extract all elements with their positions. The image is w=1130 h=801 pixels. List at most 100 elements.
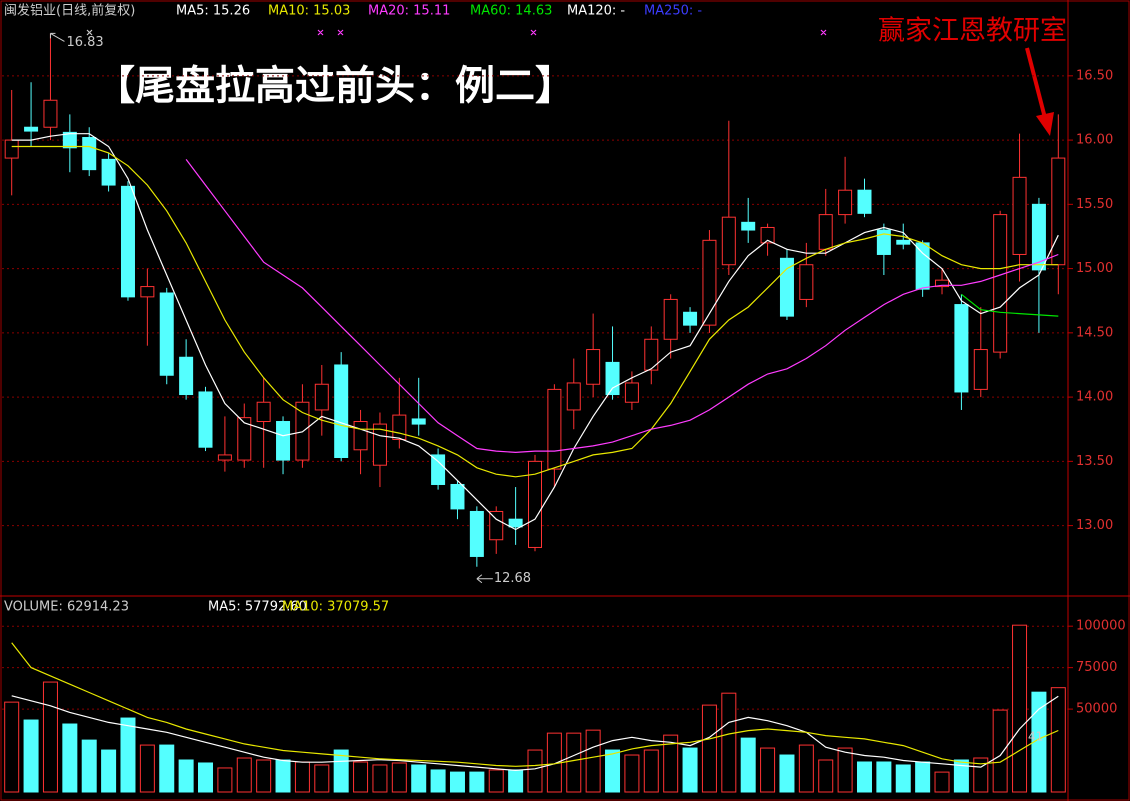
y-tick-label: 15.00: [1076, 261, 1113, 276]
volume-bar: [508, 769, 524, 793]
marker-label: 41: [1028, 730, 1043, 744]
volume-bar: [198, 762, 214, 793]
candle-body: [935, 279, 950, 288]
volume-bar: [740, 737, 756, 793]
volume-bar: [23, 719, 39, 793]
candle-body: [973, 349, 988, 390]
candle-body: [489, 510, 504, 541]
ma-line: [11, 133, 1059, 531]
ma-line: [961, 293, 1059, 317]
candle-body: [779, 257, 794, 317]
volume-bar: [62, 723, 78, 793]
candle-body: [741, 221, 756, 231]
volume-bar: [915, 761, 931, 793]
watermark: 赢家江恩教研室: [878, 16, 1067, 47]
y-tick-label: 13.00: [1076, 518, 1113, 533]
candle-body: [82, 137, 97, 171]
high-arrow: [49, 32, 65, 42]
candle-body: [469, 510, 484, 557]
candle-body: [993, 214, 1008, 353]
top-marker: [86, 29, 93, 36]
volume-bar: [488, 769, 504, 793]
candle-body: [431, 454, 446, 485]
y-tick-label: 16.00: [1076, 133, 1113, 148]
volume-bar: [430, 769, 446, 793]
volume-bar: [236, 757, 252, 793]
legend-entry: MA120: -: [567, 4, 625, 19]
high-label: 16.83: [66, 35, 103, 50]
candle-body: [237, 417, 252, 461]
candle-body: [644, 338, 659, 371]
volume-bar: [624, 754, 640, 793]
candle-body: [198, 391, 213, 448]
ma-line: [11, 145, 1059, 478]
volume-bar: [818, 759, 834, 793]
low-label: 12.68: [494, 571, 531, 586]
candle-body: [1012, 176, 1027, 255]
volume-bar: [469, 771, 485, 793]
candle-body: [818, 214, 833, 250]
candle-body: [838, 189, 853, 216]
volume-bar: [663, 734, 679, 793]
candle-body: [586, 349, 601, 385]
volume-bar: [391, 762, 407, 793]
candle-body: [954, 304, 969, 393]
y-tick-label: 100000: [1076, 619, 1126, 634]
volume-bar: [178, 759, 194, 793]
candle-body: [334, 364, 349, 458]
volume-bar: [760, 747, 776, 793]
volume-bar: [353, 761, 369, 793]
candle-body: [411, 418, 426, 425]
volume-bar: [992, 709, 1008, 793]
y-tick-label: 13.50: [1076, 454, 1113, 469]
y-tick-label: 14.00: [1076, 390, 1113, 405]
legend-entry: MA10: 37079.57: [282, 600, 389, 615]
candle-body: [314, 383, 329, 411]
candle-body: [702, 239, 717, 326]
volume-bar: [934, 771, 950, 793]
candle-body: [508, 518, 523, 528]
candle-body: [450, 483, 465, 510]
volume-bar: [876, 761, 892, 793]
volume-bar: [701, 704, 717, 793]
legend-entry: MA5: 57792.60: [208, 600, 307, 615]
candle-body: [140, 286, 155, 298]
volume-bar: [1012, 624, 1028, 793]
volume-bar: [294, 761, 310, 793]
volume-bar: [527, 749, 543, 793]
volume-bar: [1050, 687, 1066, 793]
y-tick-label: 16.50: [1076, 68, 1113, 83]
candle-body: [256, 401, 271, 423]
volume-bar: [721, 692, 737, 793]
candle-body: [392, 414, 407, 441]
volume-bar: [120, 717, 136, 793]
low-arrow: [476, 574, 493, 584]
y-tick-label: 14.50: [1076, 325, 1113, 340]
volume-bar: [837, 747, 853, 793]
volume-bar: [159, 744, 175, 793]
candle-body: [43, 99, 58, 128]
volume-bar: [139, 744, 155, 793]
candle-body: [683, 311, 698, 326]
legend-entry: MA60: 14.63: [470, 4, 552, 19]
candle-body: [1051, 157, 1066, 266]
volume-bar: [953, 759, 969, 793]
candle-body: [663, 298, 678, 340]
candle-body: [4, 139, 19, 159]
candle-body: [120, 185, 135, 298]
y-tick-label: 15.50: [1076, 197, 1113, 212]
y-tick-label: 50000: [1076, 702, 1117, 717]
volume-bar: [372, 764, 388, 793]
volume-bar: [411, 764, 427, 793]
ma-line: [11, 642, 1059, 767]
volume-bar: [449, 771, 465, 793]
candle-body: [915, 242, 930, 290]
candle-body: [566, 382, 581, 411]
candle-body: [101, 158, 116, 186]
volume-bar: [798, 744, 814, 793]
candle-body: [528, 460, 542, 548]
volume-bar: [81, 739, 97, 793]
candle-body: [721, 216, 736, 266]
